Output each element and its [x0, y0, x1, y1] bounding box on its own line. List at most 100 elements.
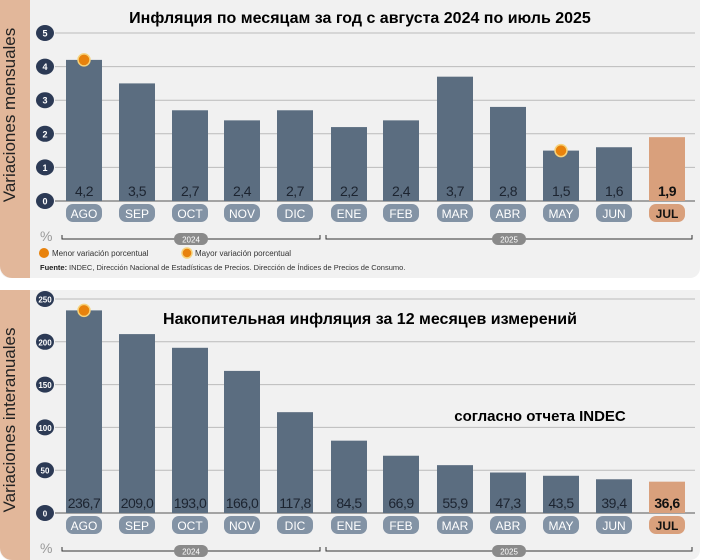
- month-label: OCT: [177, 207, 203, 221]
- bar-value-label: 1,6: [605, 183, 624, 199]
- year-badge: [174, 545, 208, 557]
- month-label: OCT: [177, 519, 203, 533]
- year-label: 2024: [182, 236, 200, 245]
- bar-value-label: 2,4: [392, 183, 411, 199]
- source-label: Fuente:: [40, 263, 67, 272]
- month-pill: [277, 204, 313, 222]
- month-pill: [172, 516, 208, 534]
- bar: [543, 150, 579, 201]
- bar-value-label: 43,5: [548, 495, 574, 511]
- bar: [277, 412, 313, 513]
- annotation: согласно отчета INDEC: [454, 408, 626, 425]
- marker-icon: [554, 143, 568, 158]
- month-label: JUL: [656, 519, 679, 533]
- month-label: NOV: [229, 207, 255, 221]
- bar: [172, 110, 208, 201]
- month-label: MAR: [442, 519, 469, 533]
- y-tick-label: 4: [42, 62, 47, 72]
- bar-value-label: 166,0: [226, 495, 259, 511]
- month-pill: [649, 516, 685, 534]
- y-tick-label: 250: [38, 296, 52, 305]
- y-tick-label: 1: [42, 163, 47, 173]
- y-tick-badge: [36, 462, 54, 479]
- month-label: SEP: [125, 519, 149, 533]
- bar-value-label: 55,9: [442, 495, 468, 511]
- month-pill: [383, 204, 419, 222]
- month-pill: [66, 516, 102, 534]
- month-pill: [437, 516, 473, 534]
- y-tick-label: 100: [38, 424, 52, 433]
- bar-value-label: 2,4: [233, 183, 252, 199]
- marker-icon: [77, 303, 91, 318]
- month-pill: [543, 204, 579, 222]
- panel-strip: [0, 0, 30, 278]
- percent-unit: %: [40, 540, 52, 556]
- bar-value-label: 84,5: [336, 495, 362, 511]
- month-label: AGO: [71, 207, 98, 221]
- y-tick-badge: [36, 505, 54, 521]
- y-tick-badge: [36, 92, 54, 109]
- month-pill: [543, 516, 579, 534]
- bar-value-label: 2,7: [286, 183, 305, 199]
- y-axis-label: Variaciones mensuales: [0, 28, 19, 203]
- month-pill: [119, 516, 155, 534]
- bar: [383, 455, 419, 513]
- month-pill: [224, 204, 260, 222]
- marker-icon: [77, 53, 91, 67]
- month-label: MAY: [548, 207, 573, 221]
- bar: [66, 59, 102, 201]
- month-label: DIC: [285, 207, 306, 221]
- bar-value-label: 3,7: [446, 183, 465, 199]
- max-legend-icon: [181, 247, 193, 259]
- month-pill: [437, 204, 473, 222]
- bar-value-label: 209,0: [121, 495, 154, 511]
- bar-value-label: 47,3: [495, 495, 521, 511]
- month-pill: [383, 516, 419, 534]
- bar: [596, 147, 632, 201]
- bar: [437, 76, 473, 201]
- year-label: 2025: [500, 236, 518, 245]
- y-tick-badge: [36, 25, 54, 41]
- bar: [119, 334, 155, 513]
- bar: [224, 120, 260, 201]
- bar: [331, 127, 367, 201]
- month-label: NOV: [229, 519, 255, 533]
- month-pill: [649, 204, 685, 222]
- bar-value-label: 193,0: [174, 495, 207, 511]
- bar: [596, 479, 632, 513]
- month-label: MAR: [442, 207, 469, 221]
- month-label: AGO: [71, 519, 98, 533]
- month-pill: [66, 204, 102, 222]
- bar: [437, 465, 473, 513]
- bar-value-label: 1,9: [658, 183, 677, 199]
- percent-unit: %: [40, 228, 52, 244]
- month-pill: [490, 516, 526, 534]
- chart-title: Накопительная инфляция за 12 месяцев изм…: [163, 311, 577, 328]
- month-label: ENE: [337, 207, 362, 221]
- month-label: ENE: [337, 519, 362, 533]
- y-tick-label: 0: [42, 197, 47, 207]
- month-label: JUN: [602, 207, 625, 221]
- bar-value-label: 39,4: [601, 495, 627, 511]
- month-label: SEP: [125, 207, 149, 221]
- bar-value-label: 2,8: [499, 183, 518, 199]
- bar: [490, 472, 526, 513]
- month-pill: [331, 516, 367, 534]
- min-legend-icon: [39, 248, 49, 258]
- month-label: ABR: [496, 207, 521, 221]
- y-tick-label: 150: [38, 381, 52, 390]
- year-badge: [492, 545, 526, 557]
- bar: [490, 106, 526, 201]
- y-axis-label: Variaciones interanuales: [0, 328, 19, 513]
- month-pill: [596, 204, 632, 222]
- bar-value-label: 4,2: [75, 183, 94, 199]
- bar-value-label: 117,8: [279, 495, 311, 511]
- bar: [649, 137, 685, 201]
- month-pill: [277, 516, 313, 534]
- bar-value-label: 236,7: [68, 495, 101, 511]
- bar: [331, 440, 367, 513]
- bar-value-label: 3,5: [128, 183, 147, 199]
- month-label: DIC: [285, 519, 306, 533]
- y-tick-badge: [36, 159, 54, 176]
- y-tick-badge: [36, 125, 54, 142]
